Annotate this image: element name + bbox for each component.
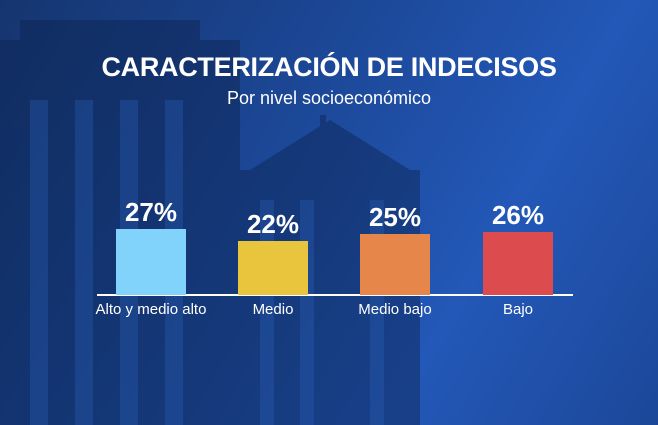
value-label: 27% [124,197,178,228]
value-label: 26% [491,199,545,230]
chart-title: CARACTERIZACIÓN DE INDECISOS [101,52,557,82]
bar [116,229,186,295]
x-tick-label: Bajo [502,301,534,318]
bar [360,234,430,295]
chart-subtitle: Por nivel socioeconómico [226,88,432,108]
value-label: 25% [368,202,422,232]
bar [238,241,308,295]
value-label: 22% [246,209,300,240]
x-tick-label: Alto y medio alto [95,301,207,318]
x-tick-label: Medio bajo [358,301,432,318]
x-tick-label: Medio [252,301,294,318]
baseline [97,294,573,296]
bar [483,231,553,295]
